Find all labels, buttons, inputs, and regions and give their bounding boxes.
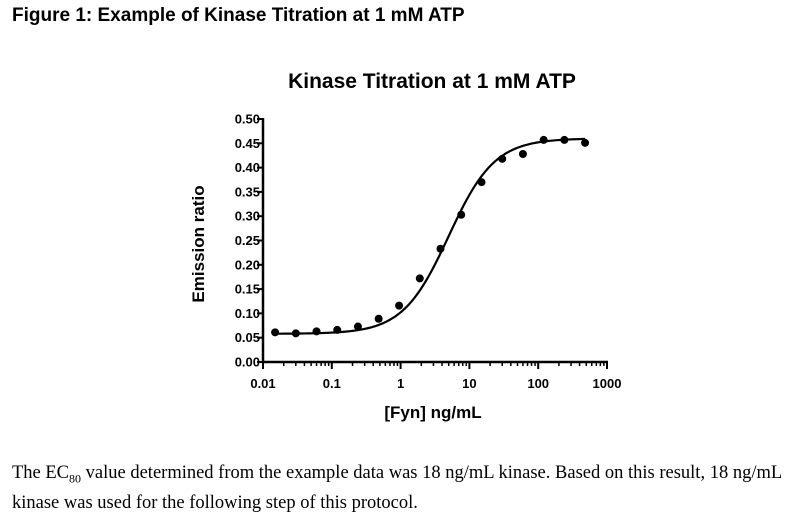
data-point	[291, 329, 300, 338]
body-paragraph: The EC80 value determined from the examp…	[12, 461, 804, 515]
chart-ticks: 0.00 0.05 0.10 0.15 0.20 0.25 0.30 0.35 0.40 0.45…	[235, 112, 622, 392]
paragraph-subscript: 80	[69, 471, 82, 486]
fit-curve-group	[275, 137, 586, 335]
y-tick-label: 0.40	[235, 160, 260, 175]
y-tick-label: 0.10	[235, 306, 260, 321]
chart-axes	[261, 118, 608, 364]
data-point	[374, 314, 383, 323]
data-point	[518, 149, 527, 158]
figure-caption: Figure 1: Example of Kinase Titration at…	[12, 5, 465, 26]
x-tick-label: 0.1	[323, 376, 341, 391]
paragraph-part2: value determined from the example data w…	[12, 463, 782, 513]
data-point	[395, 301, 404, 310]
x-tick-label: 1000	[593, 376, 622, 391]
data-point	[436, 244, 445, 253]
y-axis-label: Emission ratio	[189, 185, 208, 302]
y-tick-label: 0.20	[235, 257, 260, 272]
y-tick-label: 0.05	[235, 330, 260, 345]
chart-title: Kinase Titration at 1 mM ATP	[288, 70, 576, 93]
data-point	[271, 328, 280, 337]
data-point	[457, 210, 466, 219]
data-point	[581, 138, 590, 147]
y-tick-label: 0.15	[235, 282, 260, 297]
x-tick-label: 0.01	[250, 376, 275, 391]
y-tick-label: 0.50	[235, 112, 260, 127]
paragraph-part1: The EC	[12, 463, 70, 483]
data-point	[477, 178, 486, 187]
data-point	[353, 322, 362, 331]
fit-curve	[275, 137, 586, 335]
y-tick-label: 0.25	[235, 233, 260, 248]
x-axis-label: [Fyn] ng/mL	[384, 403, 481, 422]
data-points	[271, 135, 590, 338]
data-point	[333, 325, 342, 334]
x-tick-label: 1	[397, 376, 404, 391]
y-tick-label: 0.35	[235, 184, 260, 199]
x-tick-label: 10	[462, 376, 476, 391]
data-point	[498, 154, 507, 163]
y-tick-label: 0.45	[235, 136, 260, 151]
data-point	[415, 274, 424, 283]
data-point	[539, 135, 548, 144]
data-point	[560, 135, 569, 144]
y-tick-label: 0.30	[235, 209, 260, 224]
y-tick-label: 0.00	[235, 355, 260, 370]
data-point	[312, 327, 321, 336]
x-tick-label: 100	[527, 376, 549, 391]
